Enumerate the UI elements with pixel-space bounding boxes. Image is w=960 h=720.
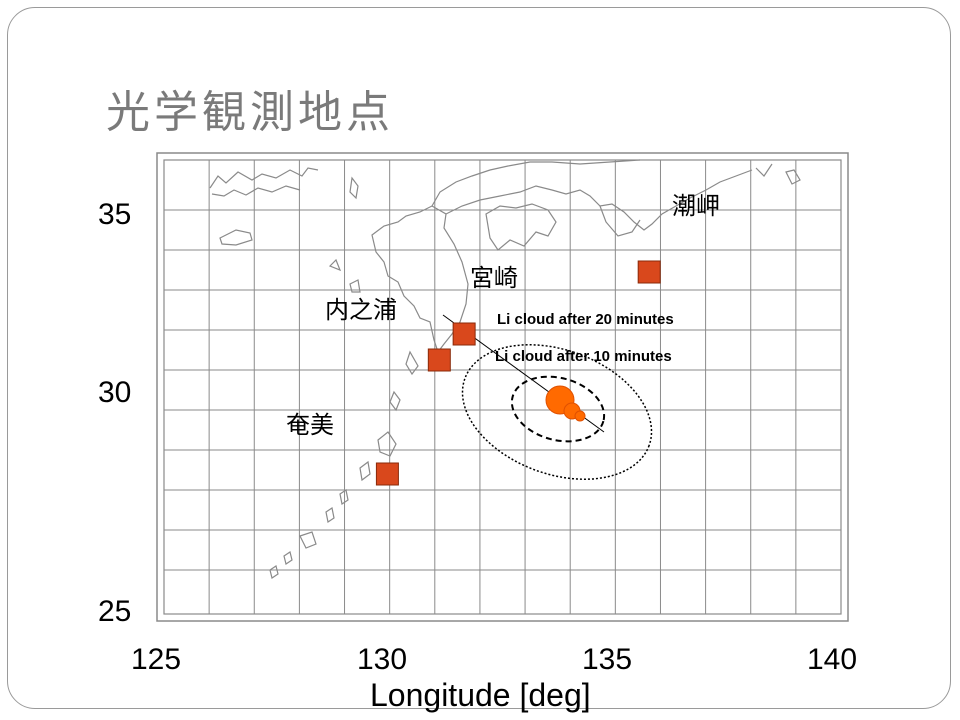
label-uchinoura: 内之浦 — [325, 296, 397, 324]
y-tick-25: 25 — [98, 595, 131, 628]
label-miyazaki: 宮崎 — [470, 264, 518, 292]
label-amami: 奄美 — [286, 411, 334, 439]
map-frame — [156, 152, 849, 622]
label-cloud-20min: Li cloud after 20 minutes — [497, 311, 674, 328]
station-marker-2 — [427, 348, 451, 372]
x-tick-135: 135 — [582, 643, 632, 676]
li-cloud-marker-small — [574, 410, 586, 422]
x-tick-140: 140 — [807, 643, 857, 676]
coastline — [209, 159, 801, 579]
station-markers — [375, 260, 661, 486]
station-marker-3 — [375, 462, 399, 486]
slide-title: 光学観測地点 — [106, 87, 394, 138]
x-tick-125: 125 — [131, 643, 181, 676]
cloud-ellipse-20min — [461, 344, 653, 480]
map-inner-frame — [163, 159, 842, 615]
cloud-ellipse-10min — [510, 375, 606, 443]
station-marker-1 — [452, 322, 476, 346]
label-shionomisaki: 潮岬 — [672, 192, 720, 220]
y-tick-30: 30 — [98, 376, 131, 409]
y-tick-35: 35 — [98, 198, 131, 231]
x-tick-130: 130 — [357, 643, 407, 676]
station-marker-0 — [637, 260, 661, 284]
label-cloud-10min: Li cloud after 10 minutes — [495, 348, 672, 365]
x-axis-label: Longitude [deg] — [370, 677, 591, 713]
